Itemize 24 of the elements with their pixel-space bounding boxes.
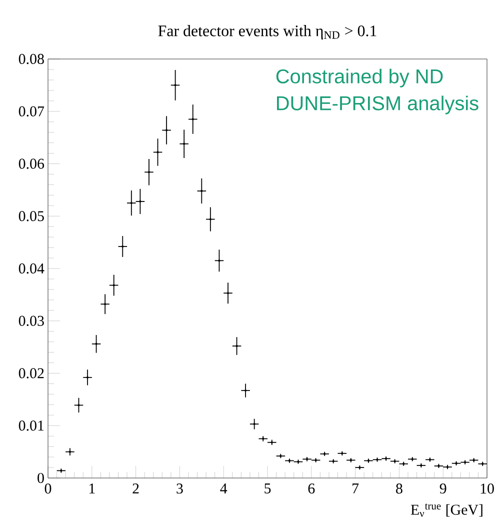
y-tick-label: 0.02 xyxy=(18,368,44,378)
x-tick-label: 5 xyxy=(264,484,271,494)
y-tick-label: 0.07 xyxy=(18,106,44,116)
x-tick-label: 8 xyxy=(396,484,402,494)
y-tick-label: 0.04 xyxy=(18,263,44,274)
y-tick-label: 0.01 xyxy=(18,420,44,431)
x-axis-title: E$_{ν}$$^{true}$ [GeV] xyxy=(410,504,482,517)
y-tick-label: 0 xyxy=(38,472,44,484)
x-tick-label: 7 xyxy=(352,484,359,494)
x-tick-label: 10 xyxy=(480,484,494,494)
annotation: DUNE-PRISM analysis xyxy=(277,96,478,114)
y-tick-label: 0.08 xyxy=(18,54,44,64)
x-tick-label: 6 xyxy=(308,484,315,494)
y-tick-label: 0.05 xyxy=(18,211,44,222)
x-tick-label: 4 xyxy=(220,484,228,494)
y-tick-label: 0.03 xyxy=(18,316,44,326)
x-tick-label: 2 xyxy=(132,484,139,494)
y-tick-label: 0.06 xyxy=(18,158,44,169)
x-tick-label: 9 xyxy=(440,484,446,494)
x-tick-label: 3 xyxy=(176,484,183,494)
annotation: Constrained by ND xyxy=(276,68,443,88)
chart-title: Far detector events with η$_{ND}$ > 0.1 xyxy=(158,25,376,40)
x-tick-label: 0 xyxy=(44,484,52,494)
x-tick-label: 1 xyxy=(89,484,95,494)
